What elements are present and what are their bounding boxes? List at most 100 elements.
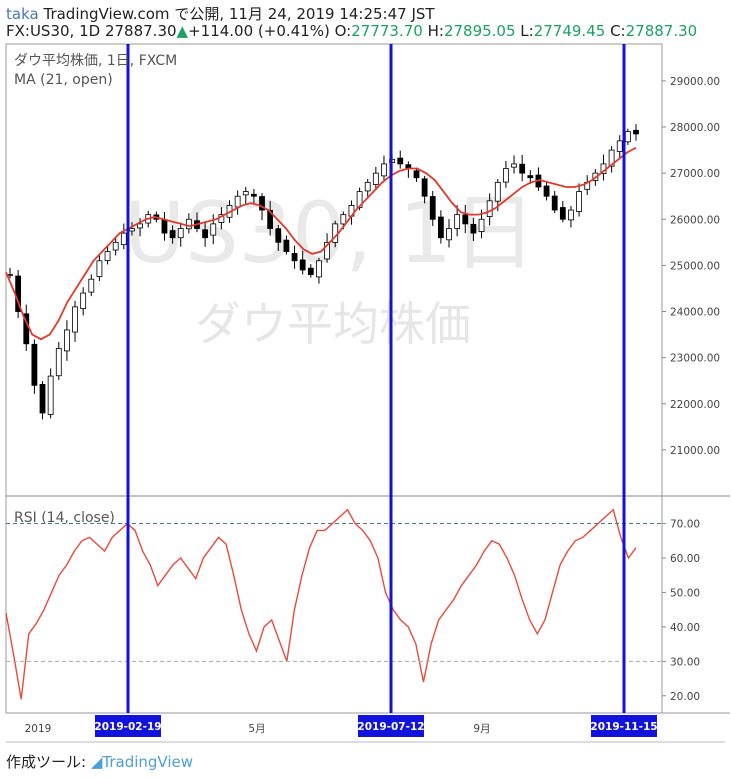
candle-body xyxy=(527,175,534,179)
candle-body xyxy=(608,149,615,167)
last-price: 27887.30 xyxy=(104,22,177,40)
price-tick-label: 21000.00 xyxy=(670,445,720,457)
legend-instrument: ダウ平均株価, 1日, FXCM xyxy=(14,53,177,69)
candle-body xyxy=(568,209,574,221)
candle-body xyxy=(88,278,95,293)
candle-body xyxy=(250,193,257,197)
price-tick-label: 29000.00 xyxy=(670,76,720,88)
date-label: 2019-02-19 xyxy=(94,721,161,733)
published-datetime: 11月 24, 2019 14:25:47 JST xyxy=(228,5,435,23)
candle-body xyxy=(486,200,493,217)
candle-body xyxy=(478,218,485,232)
candle-body xyxy=(551,195,558,211)
legend-ma: MA (21, open) xyxy=(14,72,113,88)
candle-body xyxy=(242,191,249,196)
candle-body xyxy=(437,216,444,239)
highlight-lines: 2019-02-19 2019-07-12 2019-11-15 xyxy=(94,44,658,737)
candle-body xyxy=(299,259,306,271)
plot-border xyxy=(5,43,663,714)
candle-body xyxy=(364,181,371,192)
candle-body xyxy=(340,214,347,225)
candle-body xyxy=(503,168,509,183)
candle-body xyxy=(169,230,176,239)
candle-body xyxy=(137,223,143,229)
h-label: H: xyxy=(427,22,444,40)
rsi-tick-label: 60.00 xyxy=(670,553,700,565)
candle-body xyxy=(519,163,526,174)
o-value: 27773.70 xyxy=(351,22,423,40)
candle-body xyxy=(96,260,103,277)
candle-body xyxy=(210,223,217,236)
candle-body xyxy=(324,241,330,260)
date-label: 2019-11-15 xyxy=(590,721,657,733)
h-value: 27895.05 xyxy=(443,22,516,40)
candle-body xyxy=(104,251,111,261)
rsi-tick-label: 20.00 xyxy=(670,691,700,703)
candle-body xyxy=(316,260,322,278)
l-label: L: xyxy=(520,22,534,40)
candle-body xyxy=(372,172,379,185)
time-tick-label: 9月 xyxy=(473,723,490,735)
candle-body xyxy=(470,223,477,234)
time-tick-label: 2019 xyxy=(25,723,52,735)
rsi-group xyxy=(5,508,637,700)
candle-body xyxy=(413,170,420,179)
rsi-tick-label: 70.00 xyxy=(670,519,700,531)
c-value: 27887.30 xyxy=(625,22,698,40)
footer: 作成ツール: ◢TradingView xyxy=(6,751,193,772)
x-axis-ticks: 2019 5月 9月 xyxy=(25,723,491,735)
candle-body xyxy=(421,178,428,197)
price-tick-label: 28000.00 xyxy=(670,122,720,134)
candle-body xyxy=(576,191,582,212)
rsi-tick-label: 40.00 xyxy=(670,622,700,634)
candle-body xyxy=(161,219,168,234)
candle-body xyxy=(234,195,241,208)
candle-body xyxy=(39,384,46,414)
site[interactable]: TradingView.com xyxy=(43,5,170,23)
time-tick-label: 5月 xyxy=(248,723,265,735)
candle-body xyxy=(307,267,314,276)
candle-body xyxy=(616,140,623,152)
made-with-label: 作成ツール: xyxy=(6,753,87,771)
price-tick-label: 23000.00 xyxy=(670,353,720,365)
candle-body xyxy=(64,329,70,352)
legend-rsi: RSI (14, close) xyxy=(14,510,115,526)
candle-body xyxy=(283,239,290,252)
l-value: 27749.45 xyxy=(533,22,606,40)
watermark: US30, 1日 ダウ平均株価 xyxy=(124,184,537,351)
candle-body xyxy=(624,131,631,143)
candle-body xyxy=(543,185,550,197)
date-label-bg xyxy=(358,715,424,737)
candle-body xyxy=(494,181,501,202)
watermark-line-1: US30, 1日 xyxy=(124,184,537,282)
price-tick-label: 24000.00 xyxy=(670,307,720,319)
header-line-2: FX:US30, 1D 27887.30▲+114.00 (+0.41%) O:… xyxy=(6,22,697,40)
symbol: FX:US30, 1D xyxy=(6,22,101,40)
c-label: C: xyxy=(610,22,626,40)
candle-body xyxy=(429,196,436,220)
candle-body xyxy=(185,218,192,230)
ma-line xyxy=(5,146,637,341)
price-tick-label: 22000.00 xyxy=(670,399,720,411)
candle-body xyxy=(80,292,87,310)
candle-body xyxy=(120,232,127,246)
candle-body xyxy=(202,229,209,239)
price-tick-label: 25000.00 xyxy=(670,260,720,272)
author[interactable]: taka xyxy=(6,5,39,23)
price-tick-label: 27000.00 xyxy=(670,168,720,180)
tradingview-logo-text[interactable]: TradingView xyxy=(102,753,194,771)
rsi-tick-label: 50.00 xyxy=(670,587,700,599)
candle-body xyxy=(259,196,265,211)
candle-body xyxy=(397,157,404,165)
published-label: で公開, xyxy=(174,5,225,23)
candle-body xyxy=(72,306,78,333)
date-label: 2019-07-12 xyxy=(357,721,424,733)
rsi-tick-label: 30.00 xyxy=(670,656,700,668)
watermark-line-2: ダウ平均株価 xyxy=(195,297,471,351)
candle-body xyxy=(381,163,387,177)
tradingview-logo-icon[interactable]: ◢ xyxy=(90,753,103,771)
candle-body xyxy=(177,228,184,239)
candle-body xyxy=(633,129,639,135)
change: +114.00 (+0.41%) xyxy=(188,22,330,40)
